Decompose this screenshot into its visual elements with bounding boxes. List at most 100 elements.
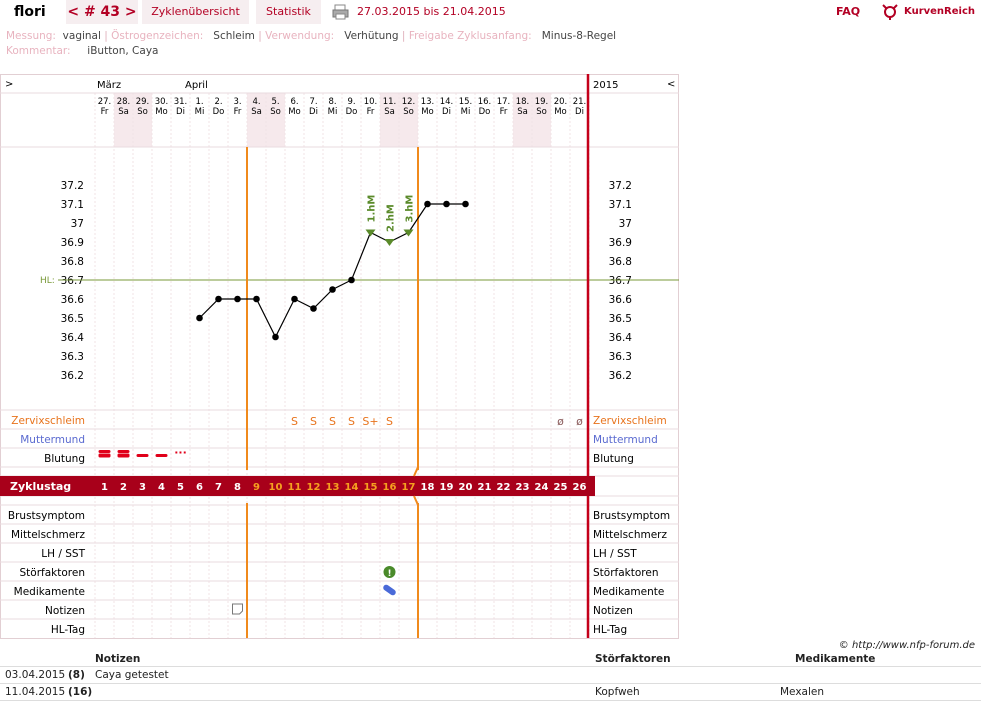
date-header-weekday: Do (213, 107, 225, 117)
phase-line (413, 495, 419, 506)
comment-label: Kommentar: (6, 45, 71, 57)
y-tick-left: 36.5 (61, 313, 84, 325)
tab-statistics[interactable]: Statistik (256, 0, 321, 24)
release-label: Freigabe Zyklusanfang: (408, 30, 532, 42)
mucus-mark: S+ (362, 415, 378, 428)
cycle-day-number: 25 (554, 482, 568, 493)
kurvenreich-logo[interactable]: KurvenReich (880, 0, 981, 24)
y-tick-right: 36.9 (609, 237, 632, 249)
date-header-weekday: So (403, 107, 414, 117)
higher-measure-marker (403, 229, 414, 237)
cycle-day-number: 16 (383, 482, 397, 493)
row-label-blutung: Blutung (44, 453, 85, 465)
usage-label: Verwendung: (265, 30, 335, 42)
row-label-right-lh: LH / SST (593, 548, 637, 560)
row-label-right-hltag: HL-Tag (593, 624, 627, 636)
notes-row: 11.04.2015 (16) Kopfweh Mexalen (0, 686, 981, 701)
prev-cycle-arrow[interactable]: > (5, 79, 13, 90)
separator: | (104, 30, 108, 42)
user-name: flori (0, 0, 62, 24)
weekend-shade (532, 93, 551, 147)
phase-line (413, 466, 419, 477)
y-tick-right: 37.1 (609, 199, 632, 211)
date-header-weekday: Fr (500, 107, 508, 117)
printer-icon[interactable] (332, 0, 350, 24)
date-header-day: 1. (195, 97, 203, 107)
date-header-weekday: Sa (118, 107, 129, 117)
row-label-zervix: Zervixschleim (11, 415, 85, 427)
row-label-medi: Medikamente (14, 586, 85, 598)
date-header-day: 16. (478, 97, 492, 107)
cycle-day-number: 8 (234, 482, 241, 493)
mucus-mark: S (386, 415, 393, 428)
higher-measure-label: 3.hM (405, 195, 416, 223)
cycle-day-number: 24 (535, 482, 549, 493)
date-header-day: 3. (233, 97, 241, 107)
mucus-mark: S (291, 415, 298, 428)
note-disturbance: Kopfweh (595, 686, 640, 698)
date-header-day: 6. (290, 97, 298, 107)
bleeding-mark (117, 450, 130, 453)
y-tick-right: 36.7 (609, 275, 632, 287)
y-tick-right: 36.3 (609, 351, 632, 363)
row-label-right-blutung: Blutung (593, 453, 634, 465)
date-header-weekday: Mo (155, 107, 168, 117)
tab-cycle-overview[interactable]: Zyklenübersicht (142, 0, 249, 24)
comment-value: iButton, Caya (87, 45, 159, 57)
y-tick-left: 36.6 (61, 294, 85, 306)
next-cycle-arrow[interactable]: < (667, 79, 675, 90)
date-header-weekday: Mo (421, 107, 434, 117)
y-tick-left: 36.4 (61, 332, 85, 344)
higher-measure-marker (384, 239, 395, 246)
faq-link[interactable]: FAQ (836, 5, 861, 18)
note-icon[interactable] (232, 603, 243, 615)
medication-icon[interactable] (382, 584, 397, 597)
date-header-weekday: Mo (554, 107, 567, 117)
date-header-day: 20. (554, 97, 568, 107)
disturbance-icon-glyph: ! (387, 569, 391, 579)
temperature-point (272, 333, 279, 341)
disturbance-icon[interactable] (383, 566, 396, 578)
coverline-label: HL: (40, 276, 55, 286)
y-tick-left: 36.2 (61, 370, 84, 382)
cycle-day-number: 26 (573, 482, 587, 493)
estrogen-value: Schleim (213, 30, 255, 42)
date-header-weekday: Sa (384, 107, 395, 117)
date-header-day: 5. (271, 97, 279, 107)
date-header-weekday: Mi (328, 107, 338, 117)
y-tick-right: 36.6 (609, 294, 633, 306)
measure-label: Messung: (6, 30, 56, 42)
date-header-day: 19. (535, 97, 549, 107)
cycle-day-bar (0, 476, 595, 496)
row-label-right-medi: Medikamente (593, 586, 664, 598)
cycle-day-number: 3 (139, 482, 146, 493)
date-header-day: 27. (98, 97, 112, 107)
temperature-point (291, 295, 298, 303)
row-label-right-stoer: Störfaktoren (593, 567, 658, 579)
y-tick-left: 36.3 (61, 351, 84, 363)
cycle-navigator[interactable]: < # 43 > (66, 0, 138, 24)
date-header-day: 28. (117, 97, 131, 107)
top-bar: flori < # 43 > Zyklenübersicht Statistik… (0, 0, 981, 26)
estrogen-label: Östrogenzeichen: (111, 30, 204, 42)
y-tick-right: 36.8 (609, 256, 632, 268)
note-date: 11.04.2015 (5, 686, 66, 698)
logo-text: KurvenReich (904, 6, 976, 17)
y-tick-left: 37 (71, 218, 84, 230)
weekend-shade (133, 93, 152, 147)
date-header-day: 17. (497, 97, 511, 107)
mucus-mark: S (329, 415, 336, 428)
temperature-point (462, 200, 469, 208)
cycle-day-number: 2 (120, 482, 127, 493)
cycle-day-number: 1 (101, 482, 108, 493)
cycle-day-number: 22 (497, 482, 511, 493)
date-header-day: 31. (174, 97, 188, 107)
notes-row: 03.04.2015 (8) Caya getestet (0, 669, 981, 684)
date-header-day: 2. (214, 97, 222, 107)
date-header-day: 12. (402, 97, 416, 107)
temperature-point (196, 314, 203, 322)
temperature-point (348, 276, 355, 284)
month-label: April (185, 80, 208, 91)
date-header-weekday: Di (575, 107, 584, 117)
notes-col-header: Notizen (95, 653, 141, 665)
